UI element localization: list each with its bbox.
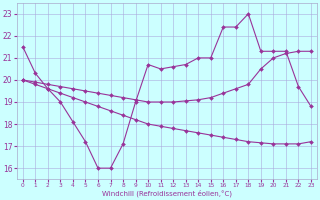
X-axis label: Windchill (Refroidissement éolien,°C): Windchill (Refroidissement éolien,°C): [102, 190, 232, 197]
